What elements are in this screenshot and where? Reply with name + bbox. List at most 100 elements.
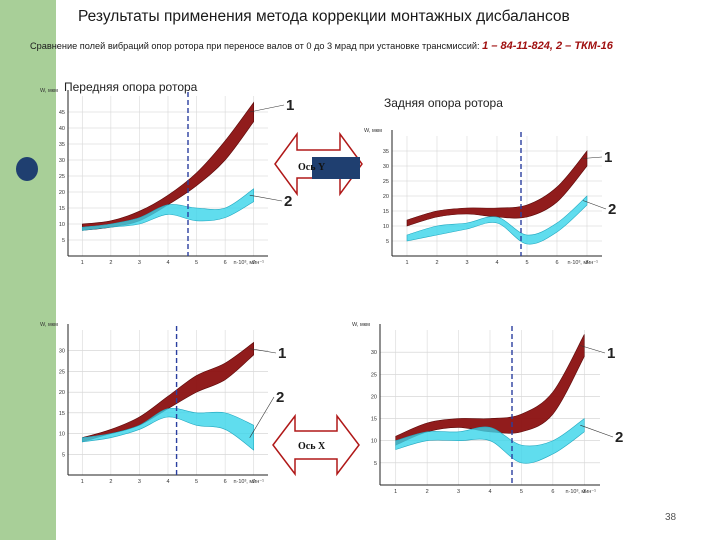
y-tick-label: 25	[59, 369, 65, 375]
x-tick-label: 3	[457, 489, 460, 495]
x-tick-label: 4	[495, 260, 498, 266]
x-tick-label: 1	[81, 479, 84, 485]
x-tick-label: 1	[394, 489, 397, 495]
x-tick-label: 2	[435, 260, 438, 266]
series-label-2: 2	[276, 389, 284, 406]
x-tick-label: 7	[252, 260, 255, 266]
x-tick-label: 7	[583, 489, 586, 495]
y-tick-label: 5	[374, 461, 377, 467]
axis-y-highlight	[312, 157, 360, 179]
series-band-2	[81, 188, 255, 231]
chart-bottom-right: 5 10 15 20 25 30 1 2 3 4 5 6 7 W, мкм n·10³, мин⁻¹ 1 2	[352, 322, 623, 495]
axis-y-label: Ось Y	[298, 162, 326, 173]
series-leader-line	[249, 104, 285, 113]
chart-top-right: 5 10 15 20 25 30 35 1 2 3 4 5 6 7 W, мкм n·10³, мин⁻¹ 1 2	[364, 128, 616, 266]
y-tick-label: 10	[371, 439, 377, 445]
series-leader-line	[249, 348, 277, 354]
x-tick-label: 5	[195, 479, 198, 485]
page-number: 38	[665, 512, 677, 523]
x-tick-label: 3	[138, 479, 141, 485]
series-leader-line	[582, 156, 603, 159]
y-tick-label: 25	[383, 179, 389, 185]
series-band-2	[81, 407, 255, 451]
subtitle-series-2-number: 2	[555, 40, 563, 52]
series-band-2	[406, 195, 588, 245]
y-tick-label: 30	[371, 350, 377, 356]
double-arrow-bottom: Ось X	[272, 413, 360, 477]
y-tick-label: 25	[59, 174, 65, 180]
subtitle-text: Сравнение полей вибраций опор ротора при…	[30, 41, 483, 51]
y-unit-label: W, мкм	[352, 322, 370, 328]
series-leader-line	[582, 200, 607, 210]
x-tick-label: 3	[138, 260, 141, 266]
y-tick-label: 45	[59, 110, 65, 116]
series-leader-line	[580, 345, 606, 354]
y-tick-label: 15	[383, 209, 389, 215]
axis-x-label: Ось X	[298, 441, 326, 452]
x-tick-label: 2	[109, 260, 112, 266]
x-unit-label: n·10³, мин⁻¹	[567, 260, 598, 266]
y-tick-label: 15	[59, 206, 65, 212]
series-label-1: 1	[607, 345, 615, 362]
x-tick-label: 1	[405, 260, 408, 266]
series-band-1	[406, 150, 588, 227]
y-tick-label: 5	[62, 238, 65, 244]
y-tick-label: 5	[386, 239, 389, 245]
x-tick-label: 3	[465, 260, 468, 266]
y-tick-label: 20	[371, 394, 377, 400]
subtitle-series-1-name: – 84-11-824,	[488, 40, 556, 52]
y-tick-label: 10	[59, 222, 65, 228]
x-tick-label: 4	[166, 260, 169, 266]
y-tick-label: 5	[62, 452, 65, 458]
x-unit-label: n·10³, мин⁻¹	[233, 479, 264, 485]
y-unit-label: W, мкм	[40, 322, 58, 328]
x-tick-label: 2	[426, 489, 429, 495]
slide-subtitle: Сравнение полей вибраций опор ротора при…	[30, 40, 613, 52]
y-tick-label: 40	[59, 126, 65, 132]
y-tick-label: 25	[371, 372, 377, 378]
y-tick-label: 20	[383, 194, 389, 200]
x-tick-label: 2	[109, 479, 112, 485]
x-tick-label: 5	[520, 489, 523, 495]
x-tick-label: 5	[525, 260, 528, 266]
y-unit-label: W, мкм	[40, 88, 58, 94]
x-tick-label: 4	[488, 489, 491, 495]
x-tick-label: 6	[224, 479, 227, 485]
x-tick-label: 7	[585, 260, 588, 266]
y-tick-label: 35	[383, 149, 389, 155]
y-tick-label: 30	[383, 164, 389, 170]
y-tick-label: 15	[59, 411, 65, 417]
y-tick-label: 30	[59, 349, 65, 355]
x-tick-label: 6	[224, 260, 227, 266]
x-tick-label: 5	[195, 260, 198, 266]
series-label-2: 2	[615, 429, 623, 446]
subtitle-series-2-name: – ТКМ-16	[562, 40, 613, 52]
series-label-1: 1	[286, 97, 294, 114]
x-unit-label: n·10³, мин⁻¹	[565, 489, 596, 495]
y-tick-label: 35	[59, 142, 65, 148]
series-label-1: 1	[604, 149, 612, 166]
chart-bottom-left: 5 10 15 20 25 30 1 2 3 4 5 6 7 W, мкм n·10³, мин⁻¹ 1 2	[40, 322, 286, 485]
series-leader-line	[249, 396, 275, 438]
x-tick-label: 6	[555, 260, 558, 266]
x-unit-label: n·10³, мин⁻¹	[233, 260, 264, 266]
decorative-dot	[16, 157, 38, 181]
series-leader-line	[249, 194, 283, 202]
series-label-2: 2	[284, 193, 292, 210]
y-tick-label: 10	[383, 224, 389, 230]
y-tick-label: 20	[59, 390, 65, 396]
front-support-label: Передняя опора ротора	[64, 80, 198, 94]
rear-support-label: Задняя опора ротора	[384, 96, 503, 110]
double-arrow-top: Ось Y	[274, 131, 363, 197]
y-tick-label: 30	[59, 158, 65, 164]
decorative-sidebar	[0, 0, 56, 540]
y-tick-label: 20	[59, 190, 65, 196]
series-leader-line	[580, 424, 614, 438]
series-label-2: 2	[608, 201, 616, 218]
x-tick-label: 1	[81, 260, 84, 266]
slide-title: Результаты применения метода коррекции м…	[78, 8, 570, 25]
series-band-2	[395, 417, 585, 464]
